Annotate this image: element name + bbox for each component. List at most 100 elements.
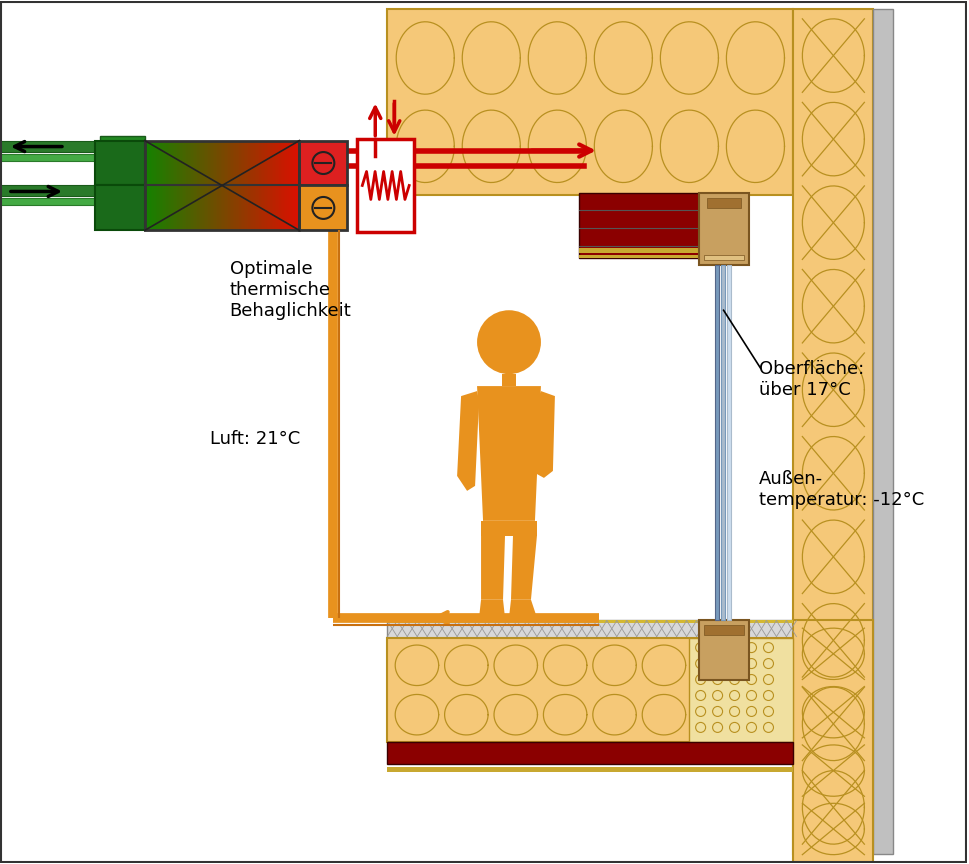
Bar: [201, 141, 203, 231]
Bar: [100, 136, 144, 190]
Bar: [144, 141, 147, 231]
Bar: [214, 141, 217, 231]
Bar: [263, 141, 266, 231]
Text: Oberfläche:
über 17°C: Oberfläche: über 17°C: [759, 360, 863, 399]
Bar: [154, 141, 157, 231]
Bar: [279, 141, 282, 231]
Bar: [162, 141, 165, 231]
Bar: [182, 141, 185, 231]
Bar: [276, 141, 279, 231]
Bar: [255, 141, 258, 231]
Bar: [266, 141, 268, 231]
Bar: [281, 141, 284, 231]
Circle shape: [477, 310, 541, 374]
Bar: [247, 141, 250, 231]
Bar: [286, 141, 289, 231]
Bar: [274, 141, 278, 231]
Bar: [699, 619, 748, 679]
Bar: [297, 141, 299, 231]
Bar: [388, 638, 794, 742]
Bar: [278, 141, 281, 231]
Bar: [388, 9, 794, 195]
Bar: [146, 141, 149, 231]
Bar: [233, 141, 235, 231]
Bar: [266, 141, 270, 231]
Bar: [194, 141, 198, 231]
Bar: [237, 141, 240, 231]
Bar: [388, 742, 794, 765]
Bar: [273, 141, 276, 231]
Bar: [178, 141, 182, 231]
Bar: [578, 248, 699, 253]
Bar: [165, 141, 168, 231]
Bar: [706, 199, 740, 208]
Bar: [219, 141, 222, 231]
Bar: [578, 194, 699, 258]
Bar: [239, 141, 242, 231]
Bar: [248, 141, 251, 231]
Bar: [578, 256, 699, 258]
Bar: [252, 141, 255, 231]
Bar: [268, 141, 271, 231]
Bar: [245, 141, 248, 231]
Bar: [156, 141, 159, 231]
Bar: [873, 9, 893, 854]
Bar: [299, 141, 347, 186]
Bar: [264, 141, 266, 231]
Bar: [236, 141, 239, 231]
Bar: [175, 141, 178, 231]
Bar: [299, 186, 347, 231]
Polygon shape: [457, 391, 479, 491]
Bar: [232, 141, 234, 231]
Bar: [208, 141, 211, 231]
Bar: [388, 767, 794, 772]
Bar: [183, 141, 186, 231]
Bar: [388, 619, 794, 638]
Bar: [703, 625, 743, 634]
Bar: [190, 141, 193, 231]
Polygon shape: [477, 386, 541, 521]
Bar: [294, 141, 297, 231]
Bar: [225, 141, 229, 231]
Bar: [221, 141, 224, 231]
Bar: [151, 141, 154, 231]
Bar: [284, 141, 287, 231]
Bar: [211, 141, 214, 231]
Bar: [217, 141, 221, 231]
Bar: [0, 141, 144, 151]
Bar: [689, 638, 794, 742]
Bar: [256, 141, 259, 231]
Bar: [0, 154, 144, 161]
Bar: [206, 141, 209, 231]
Bar: [168, 141, 171, 231]
Bar: [242, 141, 245, 231]
Bar: [258, 141, 261, 231]
Bar: [270, 141, 273, 231]
Bar: [234, 141, 237, 231]
Bar: [0, 186, 144, 196]
Bar: [174, 141, 177, 231]
Bar: [209, 141, 213, 231]
Bar: [198, 141, 201, 231]
Bar: [253, 141, 256, 231]
Bar: [295, 141, 297, 231]
Bar: [191, 141, 194, 231]
Bar: [794, 619, 873, 863]
Polygon shape: [509, 600, 537, 618]
Bar: [282, 141, 286, 231]
Bar: [172, 141, 175, 231]
Bar: [0, 199, 144, 206]
Text: Luft: 21°C: Luft: 21°C: [209, 430, 299, 448]
Bar: [152, 141, 155, 231]
Text: Außen-
temperatur: -12°C: Außen- temperatur: -12°C: [759, 470, 923, 509]
Bar: [261, 141, 264, 231]
Bar: [170, 141, 172, 231]
Bar: [185, 141, 188, 231]
Bar: [199, 141, 202, 231]
Bar: [216, 141, 219, 231]
Bar: [287, 141, 290, 231]
Bar: [213, 141, 216, 231]
Bar: [721, 265, 725, 619]
Bar: [290, 141, 294, 231]
Bar: [292, 141, 295, 231]
